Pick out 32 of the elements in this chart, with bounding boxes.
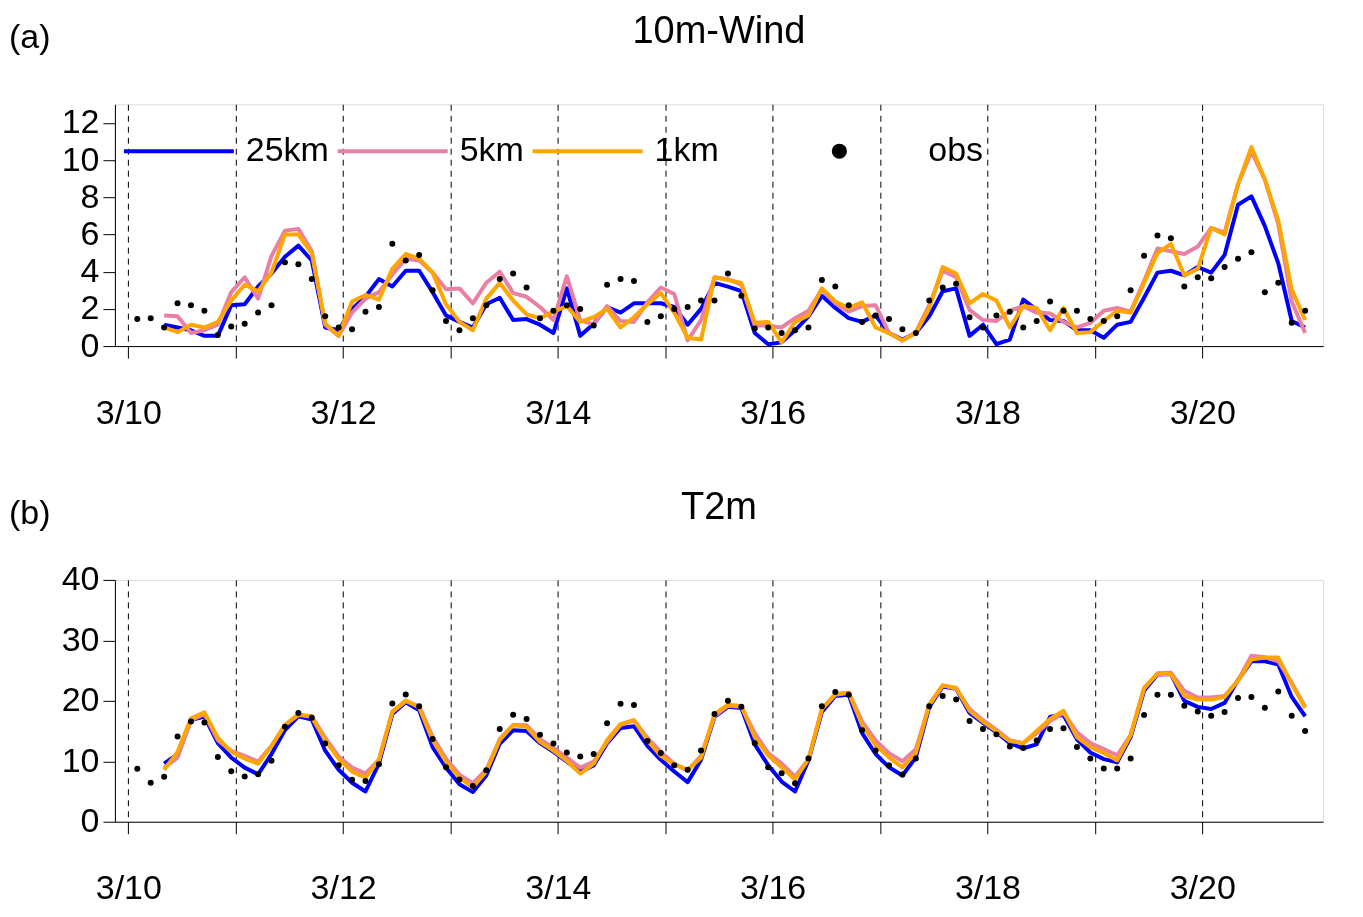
y-tick-label: 30 xyxy=(61,619,100,658)
x-tick-label: 3/10 xyxy=(95,868,162,907)
y-tick-label: 6 xyxy=(80,213,100,252)
x-tick-label: 3/16 xyxy=(740,868,807,907)
text: (a) xyxy=(8,17,51,56)
y-tick-label: 0 xyxy=(80,325,100,364)
x-tick-label: 3/10 xyxy=(95,392,162,431)
y-tick-label: 20 xyxy=(61,680,100,719)
legend-label: 1km xyxy=(654,130,719,169)
x-tick-label: 3/14 xyxy=(525,868,592,907)
chart-title: T2m xyxy=(681,484,757,527)
y-tick-label: 12 xyxy=(61,102,100,141)
x-tick-label: 3/18 xyxy=(954,868,1021,907)
legend-label: 5km xyxy=(459,130,524,169)
y-tick-label: 10 xyxy=(61,139,100,178)
x-tick-label: 3/12 xyxy=(310,392,377,431)
x-tick-label: 3/18 xyxy=(954,392,1021,431)
y-tick-label: 4 xyxy=(80,251,100,290)
legend-label: 25km xyxy=(245,130,329,169)
x-tick-label: 3/14 xyxy=(525,392,592,431)
text: (b) xyxy=(8,492,51,531)
x-tick-label: 3/20 xyxy=(1169,392,1236,431)
chart-title: 10m-Wind xyxy=(632,9,806,52)
x-tick-label: 3/16 xyxy=(740,392,807,431)
legend-label: obs xyxy=(928,130,984,169)
y-tick-label: 40 xyxy=(61,559,100,598)
x-tick-label: 3/12 xyxy=(310,868,377,907)
x-tick-label: 3/20 xyxy=(1169,868,1236,907)
y-tick-label: 0 xyxy=(80,801,100,840)
y-tick-label: 8 xyxy=(80,176,100,215)
y-tick-label: 2 xyxy=(80,288,100,327)
y-tick-label: 10 xyxy=(61,740,100,779)
